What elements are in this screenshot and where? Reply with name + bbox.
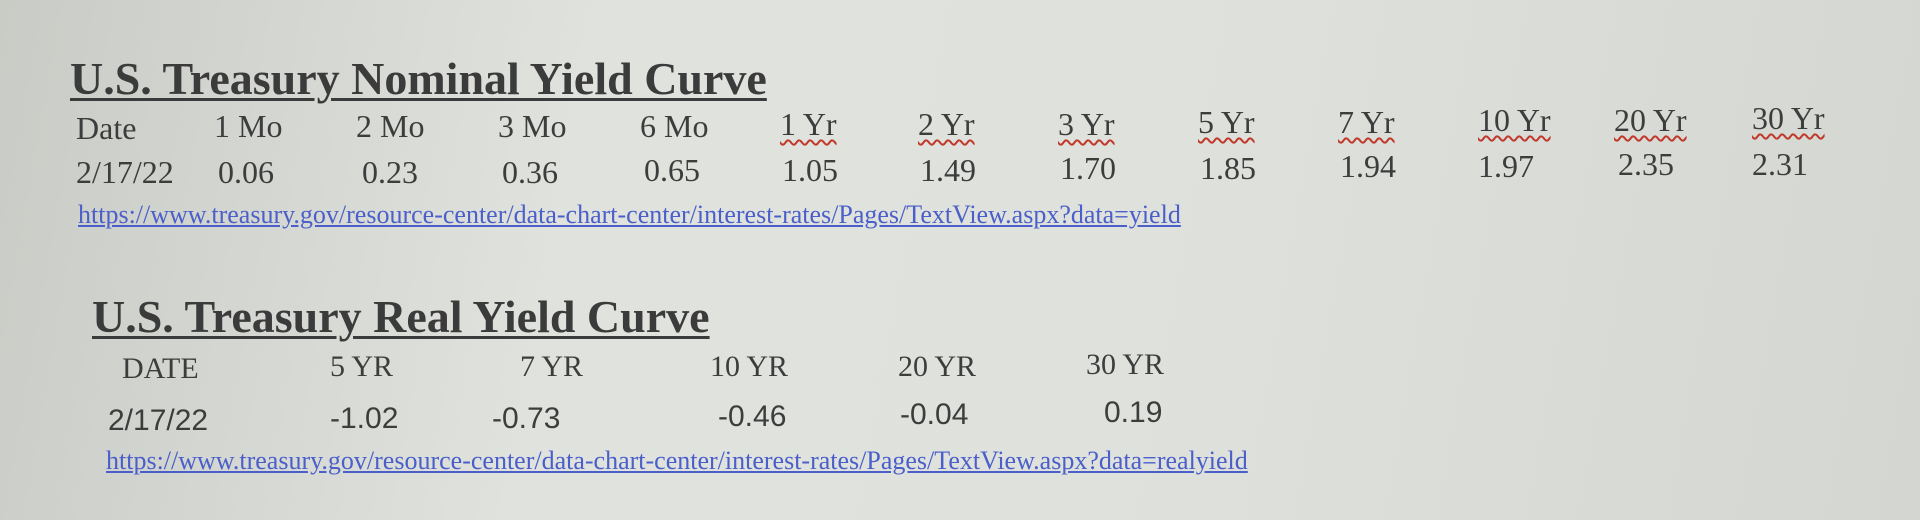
nominal-cell-20yr[interactable]: 2.35 (1618, 146, 1674, 182)
nominal-header-2yr: 2 Yr (918, 106, 975, 142)
nominal-cell-6mo[interactable]: 0.65 (644, 152, 700, 188)
nominal-header-1yr: 1 Yr (780, 106, 837, 142)
real-header-7yr: 7 YR (520, 350, 584, 383)
real-header-date: DATE (122, 352, 199, 385)
real-cell-30yr[interactable]: 0.19 (1104, 396, 1163, 429)
nominal-header-5yr: 5 Yr (1198, 104, 1255, 140)
nominal-cell-10yr[interactable]: 1.97 (1478, 148, 1534, 184)
nominal-header-3mo: 3 Mo (498, 108, 567, 144)
nominal-header-20yr: 20 Yr (1614, 102, 1687, 138)
real-yield-link[interactable]: https://www.treasury.gov/resource-center… (106, 446, 1248, 475)
real-cell-20yr[interactable]: -0.04 (900, 398, 969, 431)
nominal-yield-title: U.S. Treasury Nominal Yield Curve (70, 53, 767, 104)
nominal-cell-30yr[interactable]: 2.31 (1752, 146, 1808, 182)
nominal-header-3yr: 3 Yr (1058, 106, 1115, 142)
nominal-cell-2yr[interactable]: 1.49 (920, 152, 976, 188)
nominal-header-date: Date (76, 110, 137, 146)
nominal-cell-3mo[interactable]: 0.36 (502, 154, 558, 190)
nominal-cell-1yr[interactable]: 1.05 (782, 152, 838, 188)
nominal-header-2mo: 2 Mo (356, 108, 425, 144)
nominal-cell-date[interactable]: 2/17/22 (76, 154, 174, 190)
real-cell-7yr[interactable]: -0.73 (492, 402, 561, 435)
real-cell-10yr[interactable]: -0.46 (718, 400, 787, 433)
nominal-header-7yr: 7 Yr (1338, 104, 1395, 140)
nominal-header-10yr: 10 Yr (1478, 102, 1551, 138)
nominal-yield-link[interactable]: https://www.treasury.gov/resource-center… (78, 200, 1181, 229)
nominal-header-6mo: 6 Mo (640, 108, 709, 144)
real-yield-title: U.S. Treasury Real Yield Curve (92, 291, 710, 342)
real-header-30yr: 30 YR (1086, 348, 1165, 381)
nominal-header-1mo: 1 Mo (214, 108, 283, 144)
real-header-5yr: 5 YR (330, 350, 394, 383)
real-header-10yr: 10 YR (710, 350, 789, 383)
nominal-cell-7yr[interactable]: 1.94 (1340, 148, 1396, 184)
nominal-cell-5yr[interactable]: 1.85 (1200, 150, 1256, 186)
nominal-header-30yr: 30 Yr (1752, 100, 1825, 136)
nominal-cell-3yr[interactable]: 1.70 (1060, 150, 1116, 186)
real-cell-date[interactable]: 2/17/22 (108, 404, 209, 437)
nominal-cell-1mo[interactable]: 0.06 (218, 154, 274, 190)
real-header-20yr: 20 YR (898, 350, 977, 383)
real-cell-5yr[interactable]: -1.02 (330, 402, 399, 435)
nominal-cell-2mo[interactable]: 0.23 (362, 154, 418, 190)
